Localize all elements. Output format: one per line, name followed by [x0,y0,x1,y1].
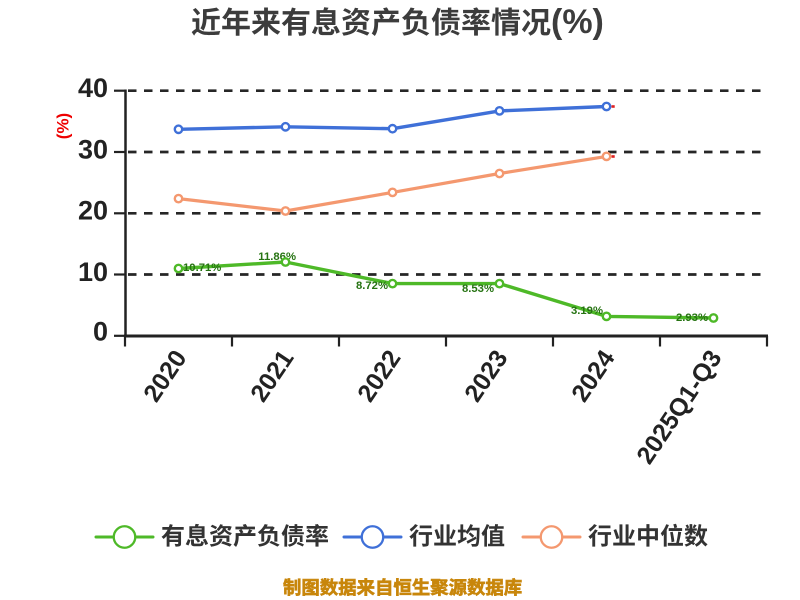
svg-text:10: 10 [78,257,108,287]
svg-text:10.71%: 10.71% [183,262,221,274]
svg-text:(%): (%) [551,3,604,41]
svg-text:30: 30 [78,134,108,164]
svg-text:8.72%: 8.72% [356,280,388,292]
svg-text:0: 0 [93,317,108,347]
svg-text:8.53%: 8.53% [462,283,494,295]
svg-text:40: 40 [78,73,108,103]
svg-text:20: 20 [78,196,108,226]
svg-text:2.93%: 2.93% [676,312,708,324]
svg-text:(%): (%) [54,113,73,139]
svg-text:3.19%: 3.19% [571,305,603,317]
svg-text:11.86%: 11.86% [258,251,296,263]
